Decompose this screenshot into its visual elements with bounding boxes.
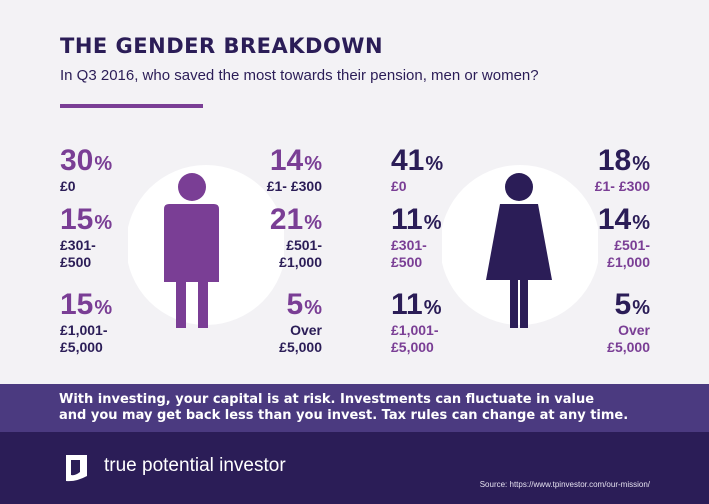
percent-sign: %: [632, 297, 650, 319]
page-title: THE GENDER BREAKDOWN: [60, 34, 384, 58]
men-stat-5-label-line2: £5,000: [279, 339, 322, 355]
percent-sign: %: [304, 297, 322, 319]
disclaimer-line-1: With investing, your capital is at risk.…: [59, 392, 595, 407]
men-stat-2: 15% £1,001- £5,000: [60, 290, 112, 356]
women-stat-1-label-line1: £301-: [391, 237, 427, 253]
women-stat-1-value: 11: [391, 203, 423, 236]
men-stat-2-value: 15: [60, 288, 94, 321]
percent-sign: %: [632, 212, 650, 234]
men-stat-5-value: 5: [286, 288, 304, 321]
percent-sign: %: [94, 153, 113, 175]
men-stat-5: 5% Over £5,000: [279, 290, 322, 356]
women-stat-3: 18% £1- £300: [595, 146, 650, 195]
women-stat-0-label: £0: [391, 178, 407, 194]
women-stat-1-label-line2: £500: [391, 254, 423, 270]
men-stat-4-label-line1: £501-: [286, 237, 322, 253]
men-stat-0-value: 30: [60, 144, 94, 177]
women-stat-3-label: £1- £300: [594, 178, 650, 194]
footer: true potential investor Source: https://…: [0, 432, 709, 504]
men-stat-3: 14% £1- £300: [267, 146, 322, 195]
percent-sign: %: [304, 153, 322, 175]
men-stat-0: 30% £0: [60, 146, 112, 195]
women-stat-2-label-line2: £5,000: [391, 339, 434, 355]
percent-sign: %: [632, 153, 650, 175]
page-subtitle: In Q3 2016, who saved the most towards t…: [60, 67, 539, 84]
percent-sign: %: [425, 153, 444, 175]
men-stat-1-label-line1: £301-: [60, 237, 96, 253]
percent-sign: %: [94, 212, 113, 234]
woman-figure-icon: [442, 165, 598, 328]
women-stat-5-label-line2: £5,000: [607, 339, 650, 355]
men-stat-4-value: 21: [269, 203, 304, 236]
men-stat-5-label-line1: Over: [290, 322, 322, 338]
disclaimer-line-2: and you may get back less than you inves…: [59, 408, 629, 423]
women-stat-4: 14% £501- £1,000: [598, 205, 650, 271]
men-stat-4: 21% £501- £1,000: [270, 205, 322, 271]
percent-sign: %: [423, 212, 442, 234]
men-stat-3-label: £1- £300: [266, 178, 322, 194]
women-stat-2-value: 11: [391, 288, 423, 321]
percent-sign: %: [304, 212, 322, 234]
men-stat-1-value: 15: [60, 203, 94, 236]
women-stat-1: 11% £301- £500: [391, 205, 442, 271]
men-stat-2-label-line2: £5,000: [60, 339, 103, 355]
tpi-logo-icon: [66, 455, 87, 482]
men-stat-1: 15% £301- £500: [60, 205, 112, 271]
men-stat-4-label-line2: £1,000: [279, 254, 322, 270]
men-stat-0-label: £0: [60, 178, 76, 194]
women-stat-5-value: 5: [614, 288, 632, 321]
men-stat-2-label-line1: £1,001-: [60, 322, 108, 338]
men-stat-1-label-line2: £500: [60, 254, 92, 270]
women-stat-2-label-line1: £1,001-: [391, 322, 439, 338]
men-stat-3-value: 14: [269, 144, 304, 177]
women-stat-0-value: 41: [391, 144, 425, 177]
women-stat-0: 41% £0: [391, 146, 443, 195]
women-stat-2: 11% £1,001- £5,000: [391, 290, 442, 356]
women-stat-3-value: 18: [597, 144, 632, 177]
percent-sign: %: [423, 297, 442, 319]
risk-disclaimer-text: With investing, your capital is at risk.…: [59, 392, 628, 424]
women-stat-4-value: 14: [597, 203, 632, 236]
percent-sign: %: [94, 297, 113, 319]
women-stat-5-label-line1: Over: [618, 322, 650, 338]
women-stat-4-label-line1: £501-: [614, 237, 650, 253]
women-stat-5: 5% Over £5,000: [607, 290, 650, 356]
brand-name: true potential investor: [104, 455, 286, 476]
source-link[interactable]: Source: https://www.tpinvestor.com/our-m…: [479, 480, 650, 489]
risk-disclaimer-band: With investing, your capital is at risk.…: [0, 384, 709, 432]
man-figure-icon: [128, 165, 284, 328]
title-underline: [60, 104, 203, 108]
women-stat-4-label-line2: £1,000: [607, 254, 650, 270]
